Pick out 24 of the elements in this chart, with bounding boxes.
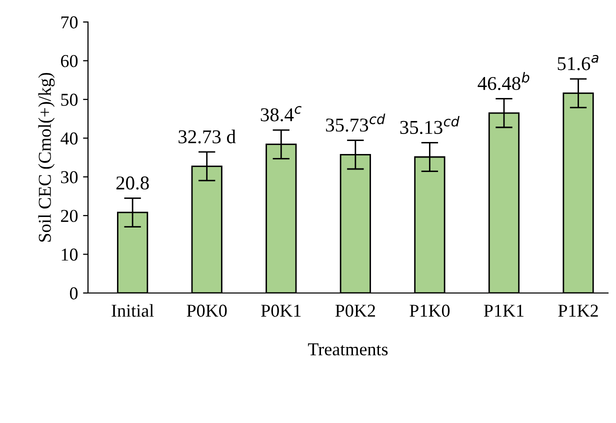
y-tick-label: 0 xyxy=(70,287,78,300)
data-label: 35.13$^{cd}$ xyxy=(400,116,460,134)
y-tick-label: 10 xyxy=(62,248,78,261)
data-label: 38.4$^{c}$ xyxy=(260,106,302,122)
x-tick-label: P1K2 xyxy=(558,304,598,317)
y-tick-label: 50 xyxy=(61,94,78,106)
y-tick-label: 70 xyxy=(61,16,78,28)
y-tick-label: 60 xyxy=(61,54,78,68)
data-label: 46.48$^{b}$ xyxy=(478,72,530,90)
data-label: 20.8 xyxy=(116,176,149,190)
data-label: 51.6$^{a}$ xyxy=(558,54,598,70)
x-tick-label: P0K1 xyxy=(261,304,301,317)
y-axis-title: Soil CEC (Cmol(+)/kg) xyxy=(38,72,55,242)
y-tick-label: 20 xyxy=(61,210,78,222)
x-tick-label: P1K1 xyxy=(484,304,524,317)
x-tick-label: P1K0 xyxy=(410,304,450,317)
x-tick-label: P0K2 xyxy=(335,304,375,317)
y-tick-label: 30 xyxy=(61,171,78,184)
y-tick-label: 40 xyxy=(60,132,78,145)
x-tick-label: P0K0 xyxy=(186,304,227,317)
x-axis-title: Treatments xyxy=(308,343,388,356)
data-label: 35.73$^{cd}$ xyxy=(326,114,386,132)
data-label: 32.73 d xyxy=(178,130,236,144)
x-tick-label: Initial xyxy=(112,304,154,317)
